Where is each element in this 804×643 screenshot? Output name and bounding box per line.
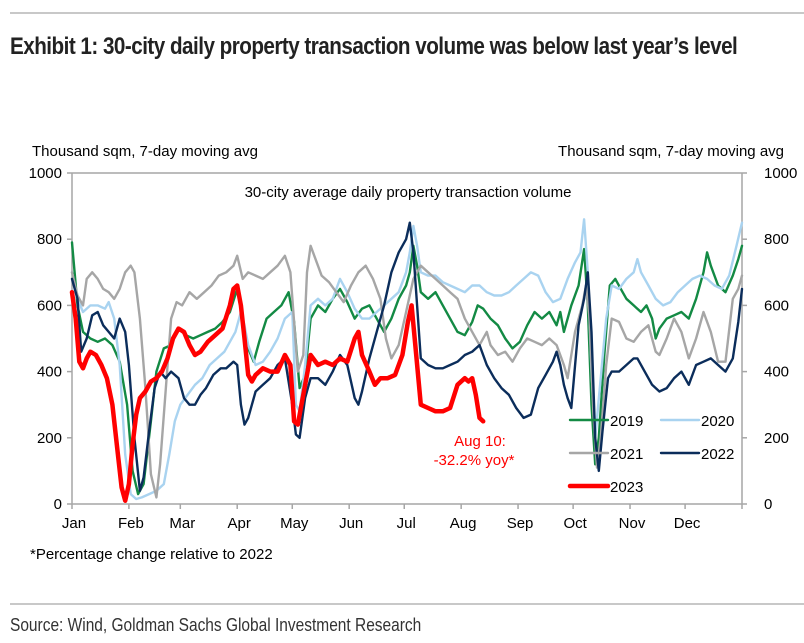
x-tick-label: Jun	[339, 515, 363, 532]
legend-label-2019: 2019	[610, 413, 643, 430]
annotation: Aug 10: -32.2% yoy*	[434, 433, 515, 469]
y-tick-label-right: 800	[764, 231, 789, 248]
series-line-2023	[69, 283, 486, 503]
right-axis-unit-label: Thousand sqm, 7-day moving avg	[558, 143, 784, 160]
y-tick-label-left: 400	[37, 364, 62, 381]
legend-label-2022: 2022	[701, 446, 734, 463]
y-tick-label-left: 800	[37, 231, 62, 248]
x-tick-label: Oct	[563, 515, 587, 532]
legend-label-2023: 2023	[610, 479, 643, 496]
series-line-2022	[70, 221, 744, 492]
series-layer	[69, 218, 744, 503]
x-tick-label: Jul	[397, 515, 416, 532]
legend-label-2020: 2020	[701, 413, 734, 430]
top-rule	[10, 12, 804, 14]
axes: 0 0 200 200 400 400 600 600 800 800 1000 1000 Jan Feb…	[29, 165, 798, 532]
exhibit-title: Exhibit 1: 30-city daily property transa…	[10, 33, 738, 60]
y-tick-label-left: 600	[37, 297, 62, 314]
y-tick-label-right: 600	[764, 297, 789, 314]
x-tick-label: May	[280, 515, 309, 532]
y-tick-label-right: 1000	[764, 165, 797, 182]
left-axis-unit-label: Thousand sqm, 7-day moving avg	[32, 143, 258, 160]
chart-inner-title: 30-city average daily property transacti…	[245, 184, 572, 201]
y-tick-label-right: 0	[764, 496, 772, 513]
series-line-2020	[70, 218, 744, 501]
x-tick-label: Jan	[62, 515, 86, 532]
bottom-rule	[10, 603, 804, 605]
legend: 2019 2020 2021 2022 2023	[567, 413, 734, 496]
annotation-line-1: Aug 10:	[454, 433, 506, 450]
footnote: *Percentage change relative to 2022	[30, 546, 273, 563]
y-tick-label-left: 1000	[29, 165, 62, 182]
y-tick-label-right: 200	[764, 430, 789, 447]
legend-label-2021: 2021	[610, 446, 643, 463]
x-tick-label: Apr	[228, 515, 251, 532]
y-tick-label-left: 200	[37, 430, 62, 447]
source-note: Source: Wind, Goldman Sachs Global Inves…	[10, 615, 422, 635]
series-line-2019	[70, 241, 744, 496]
x-tick-label: Aug	[450, 515, 477, 532]
y-tick-label-right: 400	[764, 364, 789, 381]
x-tick-label: Nov	[619, 515, 646, 532]
annotation-line-2: -32.2% yoy*	[434, 452, 515, 469]
series-line-2021	[70, 244, 744, 499]
x-tick-label: Mar	[169, 515, 195, 532]
x-tick-label: Dec	[674, 515, 701, 532]
x-tick-label: Feb	[118, 515, 144, 532]
x-tick-label: Sep	[507, 515, 534, 532]
y-tick-label-left: 0	[54, 496, 62, 513]
